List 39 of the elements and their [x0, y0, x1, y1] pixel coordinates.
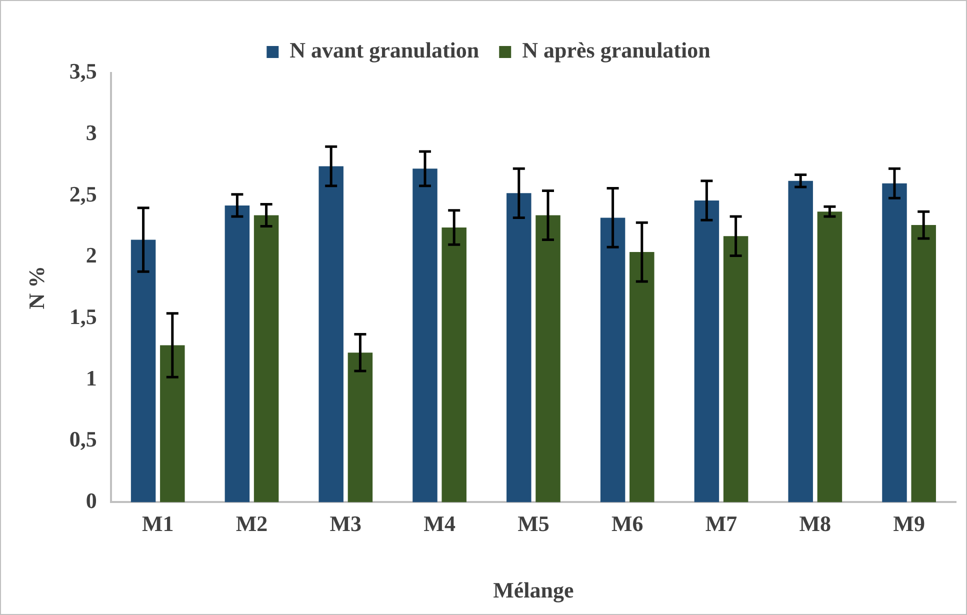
- bar: [723, 236, 748, 502]
- bar: [348, 352, 373, 502]
- y-tick-label: 2: [86, 242, 97, 268]
- bar: [882, 183, 907, 502]
- x-tick-label: M1: [142, 511, 174, 536]
- bar: [630, 252, 654, 502]
- y-axis-title: N %: [24, 266, 49, 310]
- x-tick-label: M6: [611, 511, 644, 536]
- bar: [130, 240, 156, 502]
- legend-label: N après granulation: [522, 38, 710, 63]
- y-tick-label: 3: [86, 120, 97, 145]
- x-tick-label: M4: [424, 511, 456, 536]
- y-tick-label: 1,5: [69, 304, 97, 329]
- y-tick-label: 0,5: [69, 426, 97, 452]
- x-tick-label: M3: [330, 511, 362, 536]
- y-tick-label: 3,5: [69, 58, 97, 84]
- bar: [694, 200, 720, 502]
- x-tick-label: M8: [799, 511, 832, 536]
- bar: [600, 218, 626, 502]
- y-tick-label: 0: [86, 488, 97, 513]
- y-tick-label: 2,5: [69, 181, 97, 206]
- x-tick-label: M9: [893, 511, 925, 536]
- bar: [817, 212, 842, 502]
- bar: [536, 215, 560, 502]
- x-axis-title: Mélange: [493, 577, 574, 602]
- bar: [318, 166, 344, 502]
- bar: [911, 225, 936, 502]
- bar: [160, 345, 185, 502]
- x-tick-label: M5: [518, 511, 550, 536]
- bar: [412, 168, 438, 502]
- bar: [224, 205, 250, 502]
- x-tick-label: M2: [236, 511, 268, 536]
- legend-label: N avant granulation: [290, 38, 480, 63]
- bar: [254, 215, 279, 502]
- bar: [442, 228, 466, 502]
- bar: [506, 193, 532, 502]
- y-tick-label: 1: [86, 365, 97, 390]
- x-tick-label: M7: [705, 511, 738, 536]
- bar: [788, 180, 813, 502]
